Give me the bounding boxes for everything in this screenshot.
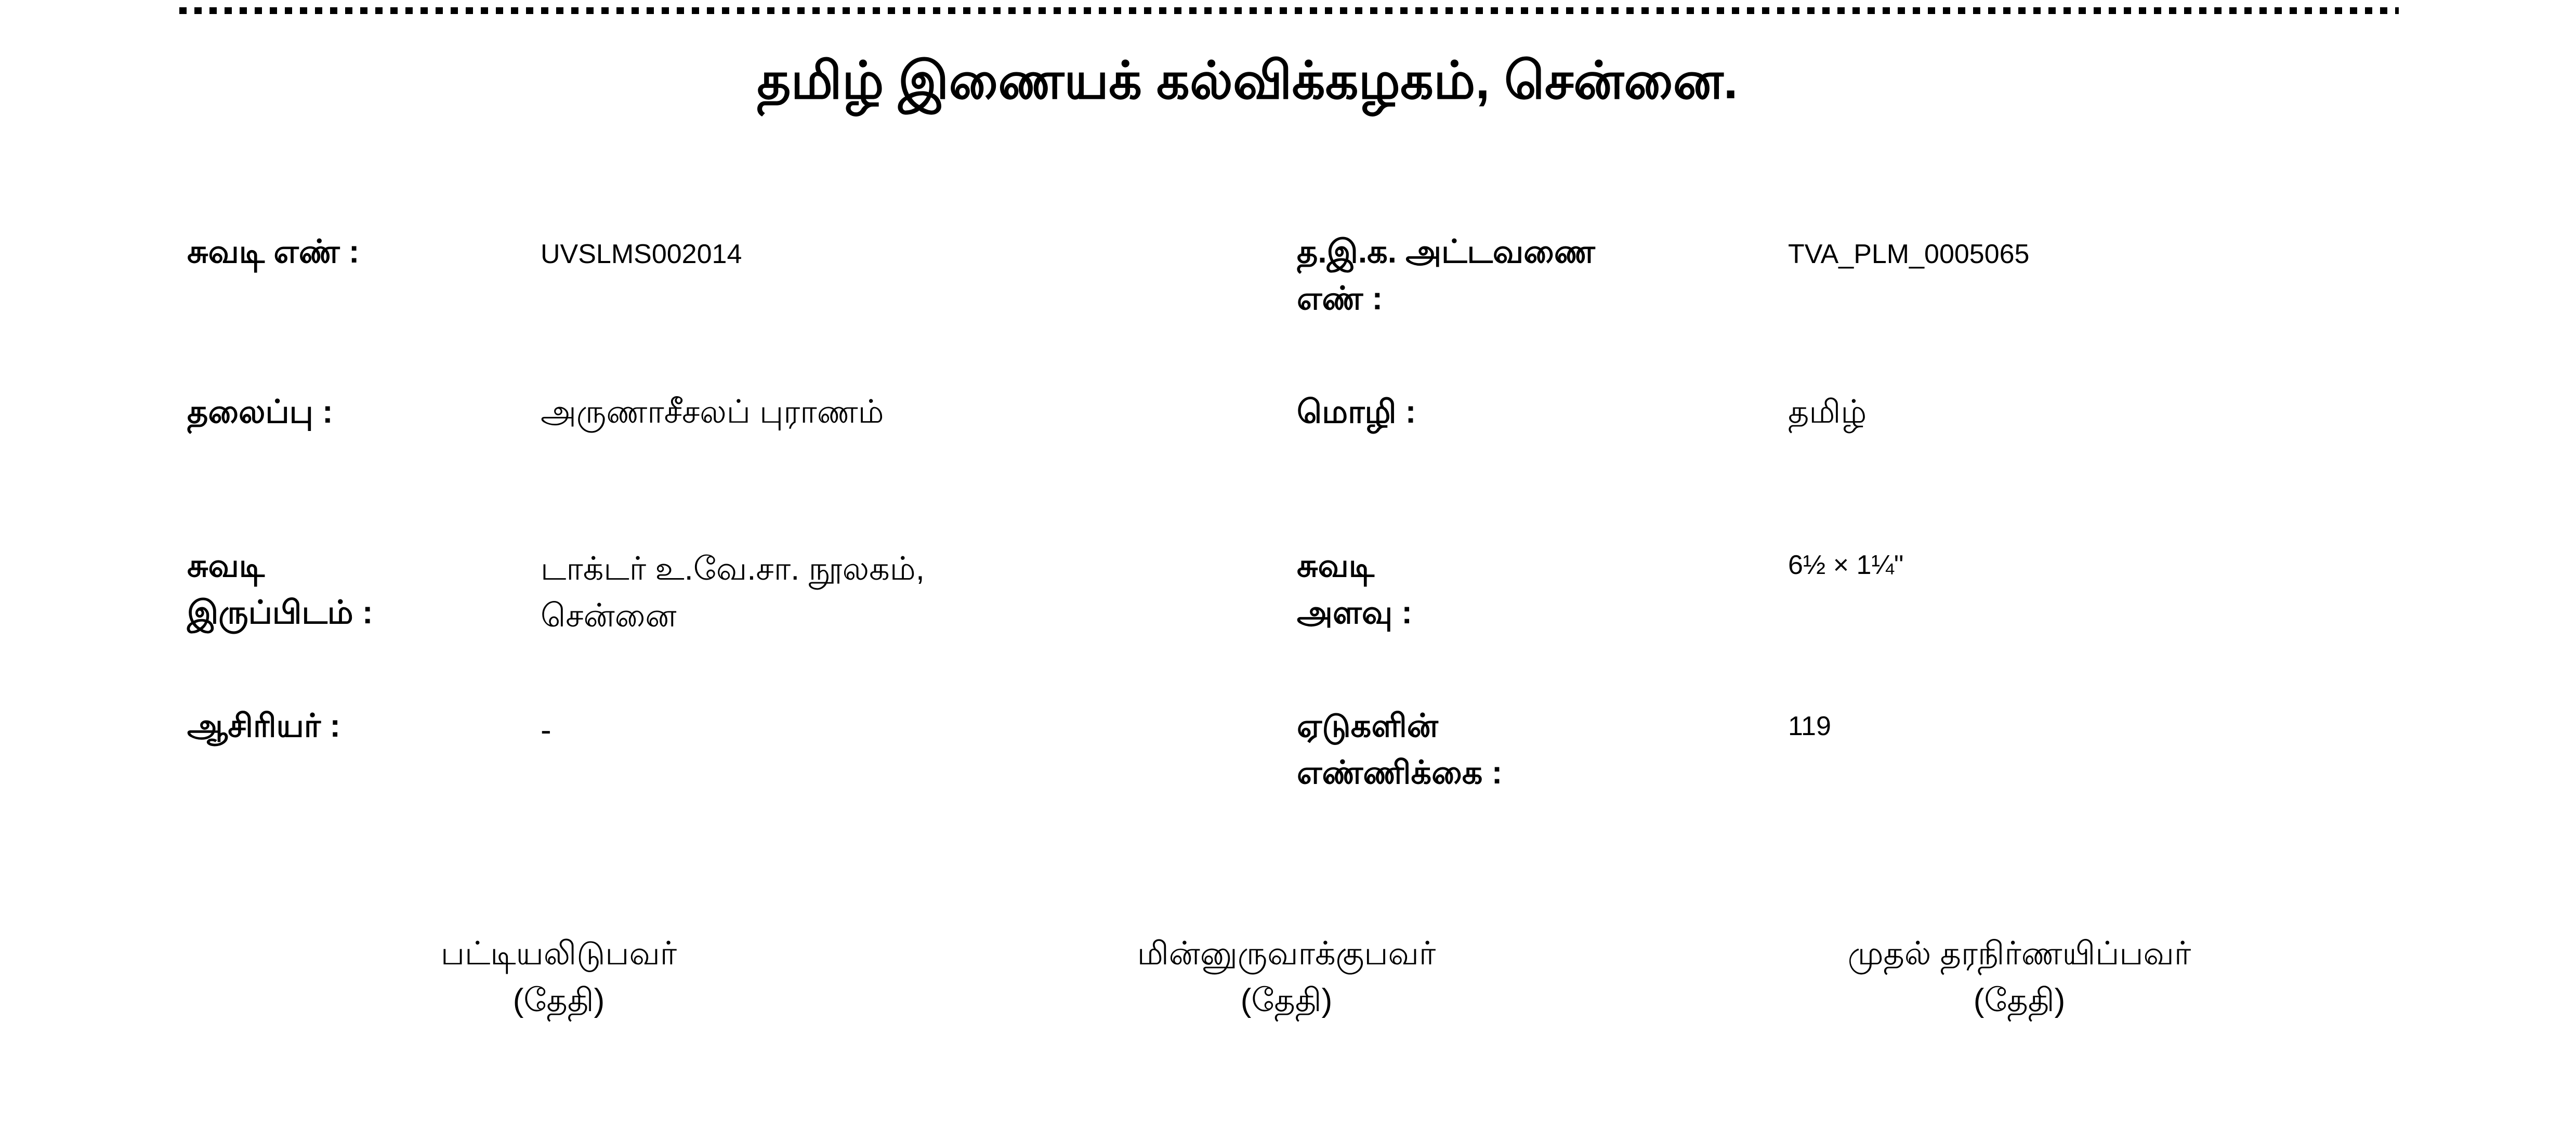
field-label-tva-catalog-number: த.இ.க. அட்டவணை எண் :	[1297, 234, 1595, 317]
field-value-manuscript-size: 6½ × 1¼"	[1788, 550, 1904, 580]
field-label-manuscript-number: சுவடி எண் :	[187, 234, 360, 270]
field-value-leaf-count: 119	[1788, 711, 1831, 741]
field-value-language: தமிழ்	[1788, 394, 1867, 430]
field-value-manuscript-location: டாக்டர் உ.வே.சா. நூலகம், சென்னை	[541, 551, 925, 634]
signature-date-label: (தேதி)	[1973, 982, 2066, 1018]
signature-date-label: (தேதி)	[512, 982, 605, 1018]
signature-block-digitizer: மின்னுருவாக்குபவர் (தேதி)	[1053, 931, 1520, 1024]
field-label-manuscript-location: சுவடி இருப்பிடம் :	[187, 548, 373, 631]
field-label-title: தலைப்பு :	[187, 394, 333, 430]
page-title: தமிழ் இணையக் கல்விக்கழகம், சென்னை.	[757, 51, 1738, 110]
signature-block-cataloguer: பட்டியலிடுபவர் (தேதி)	[325, 931, 793, 1024]
field-label-language: மொழி :	[1297, 394, 1416, 430]
signature-block-first-quality-assessor: முதல் தரநிர்ணயிப்பவர் (தேதி)	[1785, 931, 2253, 1024]
field-label-author: ஆசிரியர் :	[187, 708, 341, 744]
signature-date-label: (தேதி)	[1240, 982, 1333, 1018]
signature-role-first-quality-assessor: முதல் தரநிர்ணயிப்பவர்	[1847, 936, 2191, 972]
field-label-leaf-count: ஏடுகளின் எண்ணிக்கை :	[1297, 708, 1503, 791]
dotted-separator	[179, 7, 2399, 14]
field-value-author: -	[541, 712, 551, 748]
signature-role-cataloguer: பட்டியலிடுபவர்	[440, 936, 677, 972]
field-value-title: அருணாசீசலப் புராணம்	[541, 394, 884, 430]
field-value-tva-catalog-number: TVA_PLM_0005065	[1788, 239, 2030, 269]
field-label-manuscript-size: சுவடி அளவு :	[1297, 548, 1413, 631]
field-value-manuscript-number: UVSLMS002014	[541, 239, 742, 269]
signature-role-digitizer: மின்னுருவாக்குபவர்	[1137, 936, 1436, 972]
